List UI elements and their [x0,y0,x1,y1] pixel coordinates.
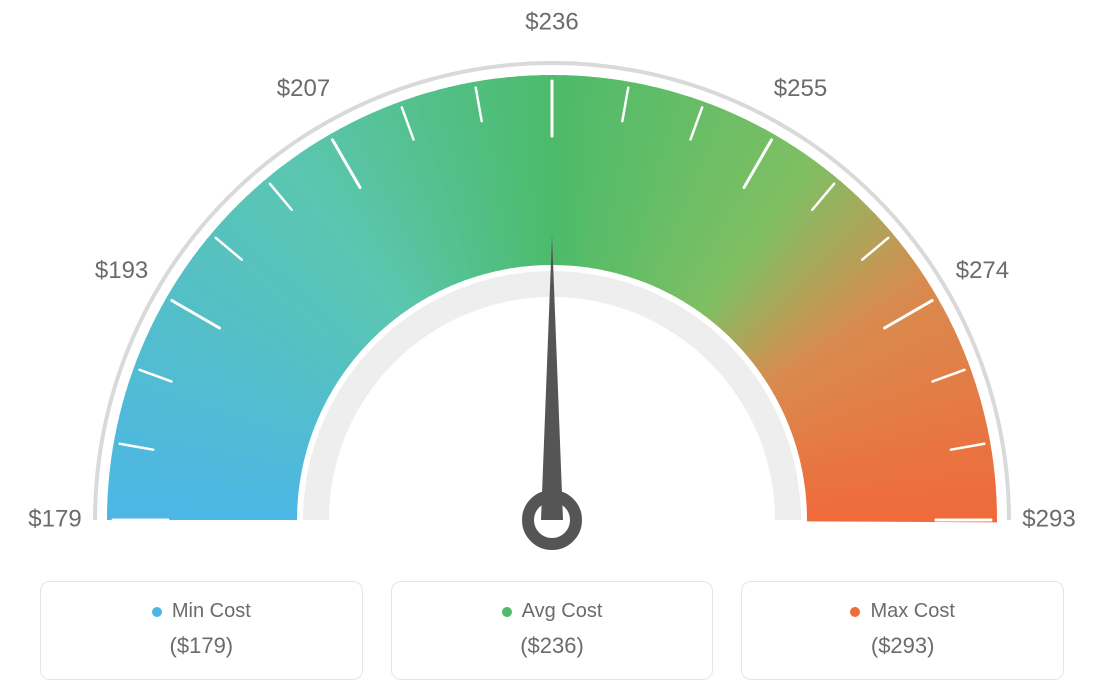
svg-text:$274: $274 [956,257,1009,284]
gauge-chart: $179 $193 $207 $236 $255 $274 $293 [0,0,1104,560]
legend-value-avg: ($236) [392,633,713,659]
dot-max [850,607,860,617]
svg-text:$207: $207 [277,75,330,102]
svg-text:$179: $179 [28,505,81,532]
legend-label-avg: Avg Cost [522,600,603,623]
svg-text:$236: $236 [525,8,578,35]
legend-value-max: ($293) [742,633,1063,659]
dot-avg [502,607,512,617]
svg-text:$255: $255 [774,75,827,102]
dot-min [152,607,162,617]
svg-text:$193: $193 [95,257,148,284]
legend-card-avg: Avg Cost ($236) [391,581,714,680]
legend-row: Min Cost ($179) Avg Cost ($236) Max Cost… [40,581,1064,680]
legend-label-max: Max Cost [870,600,954,623]
legend-value-min: ($179) [41,633,362,659]
legend-card-max: Max Cost ($293) [741,581,1064,680]
legend-label-min: Min Cost [172,600,251,623]
svg-text:$293: $293 [1022,505,1075,532]
legend-card-min: Min Cost ($179) [40,581,363,680]
